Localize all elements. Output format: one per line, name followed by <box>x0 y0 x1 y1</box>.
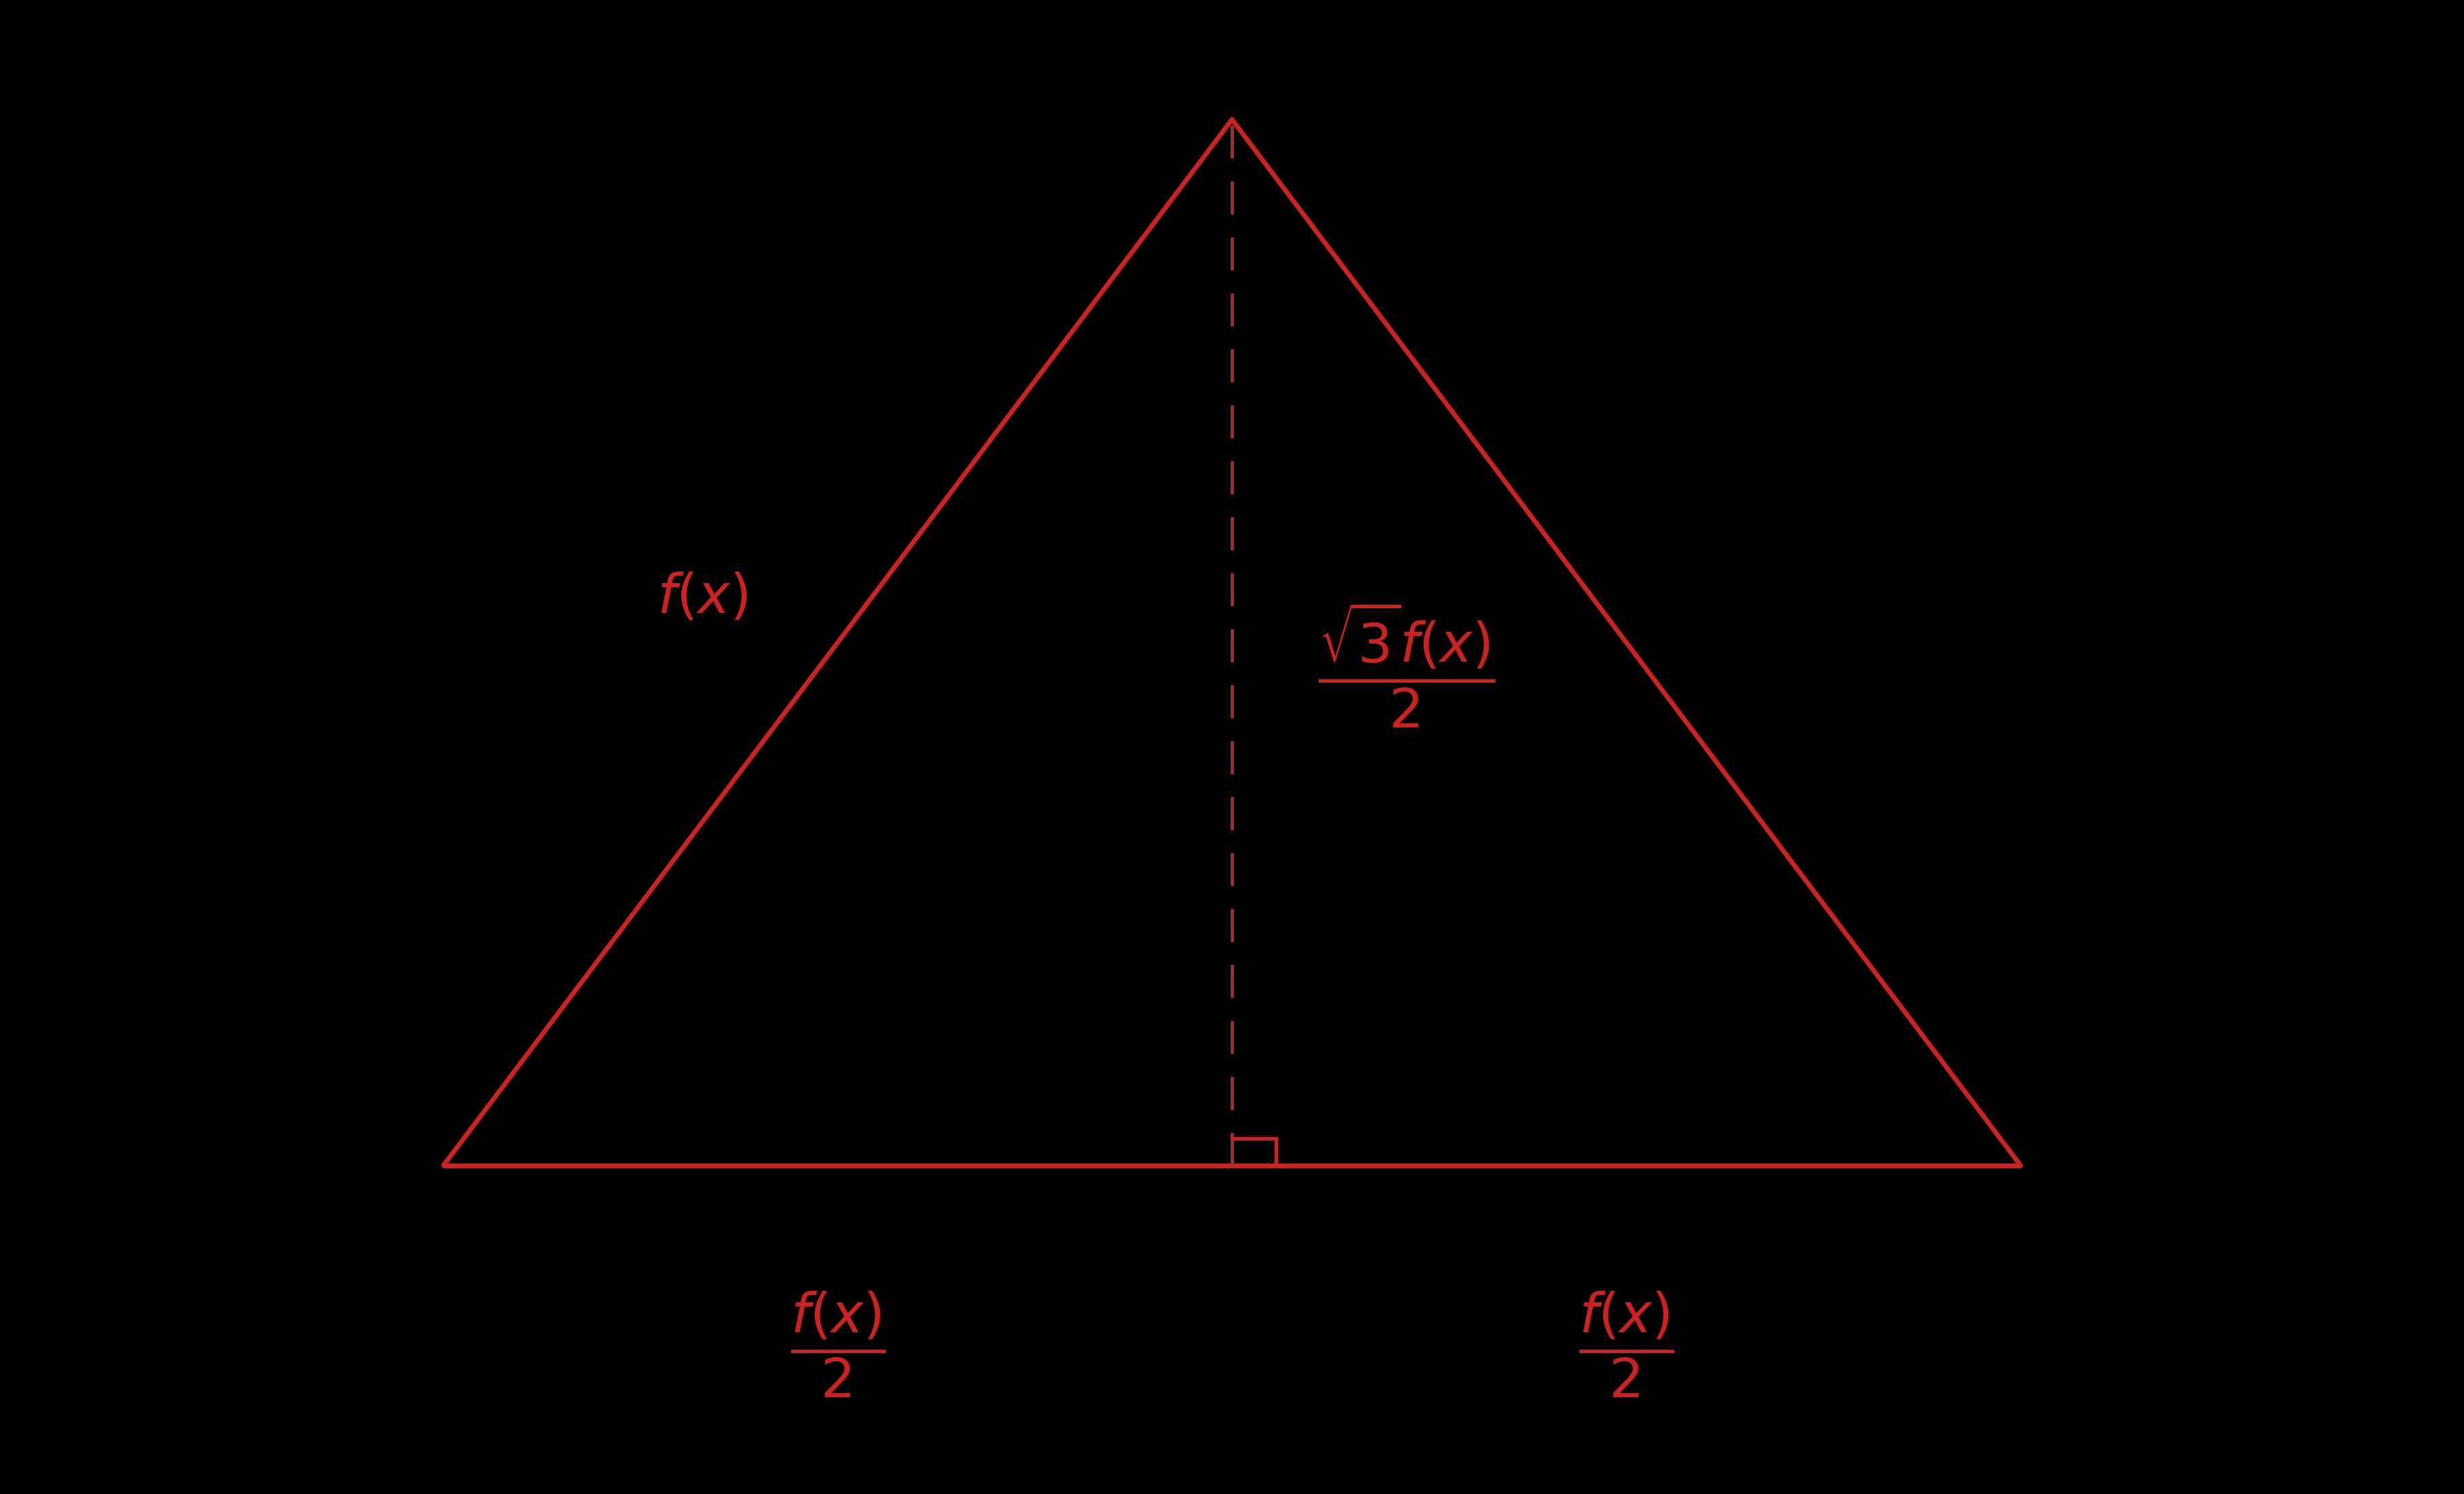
Text: $\dfrac{f(x)}{2}$: $\dfrac{f(x)}{2}$ <box>1579 1289 1673 1400</box>
Text: $\dfrac{f(x)}{2}$: $\dfrac{f(x)}{2}$ <box>791 1289 885 1400</box>
Text: $\dfrac{\sqrt{3}f(x)}{2}$: $\dfrac{\sqrt{3}f(x)}{2}$ <box>1318 601 1496 729</box>
Text: $f(x)$: $f(x)$ <box>658 571 747 624</box>
